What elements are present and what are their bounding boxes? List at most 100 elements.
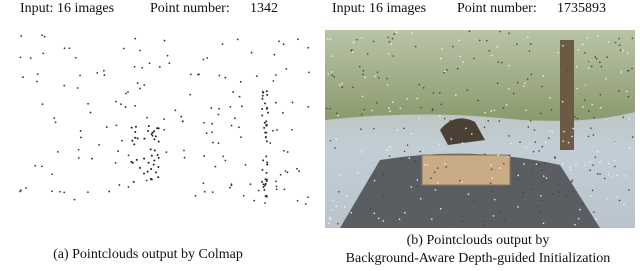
point [337,114,339,117]
point [87,102,89,105]
point [351,51,354,53]
point [266,161,269,164]
point [224,76,227,79]
point [510,142,512,145]
point [493,198,496,201]
point [338,84,341,87]
point [189,73,192,76]
point [443,128,446,130]
point [499,167,502,169]
point [625,90,628,93]
point [328,108,331,110]
point [576,117,579,120]
point [332,199,334,201]
point [461,181,463,183]
caption: (a) Pointclouds output by Colmap [53,247,243,262]
sparse-pointcloud [19,34,310,205]
point [452,127,454,129]
point-number-label: Point number: [457,1,537,16]
point [503,162,505,165]
point [136,82,139,85]
point [539,112,542,115]
point [622,49,624,52]
point [416,97,419,100]
point [552,193,554,195]
point [607,173,610,176]
point [135,158,138,161]
point [266,111,269,114]
point [124,106,127,108]
point [117,150,119,152]
point [211,191,214,194]
point [202,182,205,185]
point [588,60,590,63]
point [335,205,338,208]
point [25,187,27,189]
point [250,51,253,54]
point [253,199,256,202]
point [373,179,376,182]
point [571,179,574,182]
point [163,128,166,131]
point-number: 1735893 [557,1,606,16]
point [261,107,264,110]
point [446,69,448,71]
point [436,181,439,184]
point [79,74,81,77]
point [599,106,602,109]
point [273,53,276,56]
point [422,87,425,89]
point [272,80,275,82]
point [105,126,108,128]
point [501,61,503,64]
point [133,143,136,146]
point [540,194,542,197]
point [328,216,331,219]
point [330,71,333,73]
point [54,121,57,124]
point [122,47,125,50]
point [452,45,454,48]
point [616,174,618,177]
point [29,57,32,60]
point [249,183,252,186]
point [388,107,390,109]
point [589,169,591,172]
point [569,169,572,171]
point [274,101,277,104]
point [433,171,436,173]
point [265,178,268,181]
caption: Background-Aware Depth-guided Initializa… [346,251,611,266]
point [445,166,448,168]
point [631,37,634,40]
point [362,73,364,76]
point [439,207,442,210]
point [498,211,501,214]
point [331,209,334,211]
point [76,87,79,89]
point [542,222,545,225]
point [492,190,494,193]
point [523,163,525,165]
point [438,114,441,117]
point [356,171,359,174]
point [286,171,289,174]
point [266,93,269,96]
point [194,194,197,197]
point [158,65,161,68]
point [151,131,154,134]
point [364,76,367,79]
point [521,195,524,198]
point [386,149,389,151]
point [327,73,329,75]
point [77,148,80,151]
point [153,130,156,133]
point [102,69,105,72]
point [157,165,160,168]
point [611,176,613,179]
point [366,53,369,55]
point [221,43,224,46]
point [498,120,501,122]
point [419,150,422,153]
point [341,86,344,88]
